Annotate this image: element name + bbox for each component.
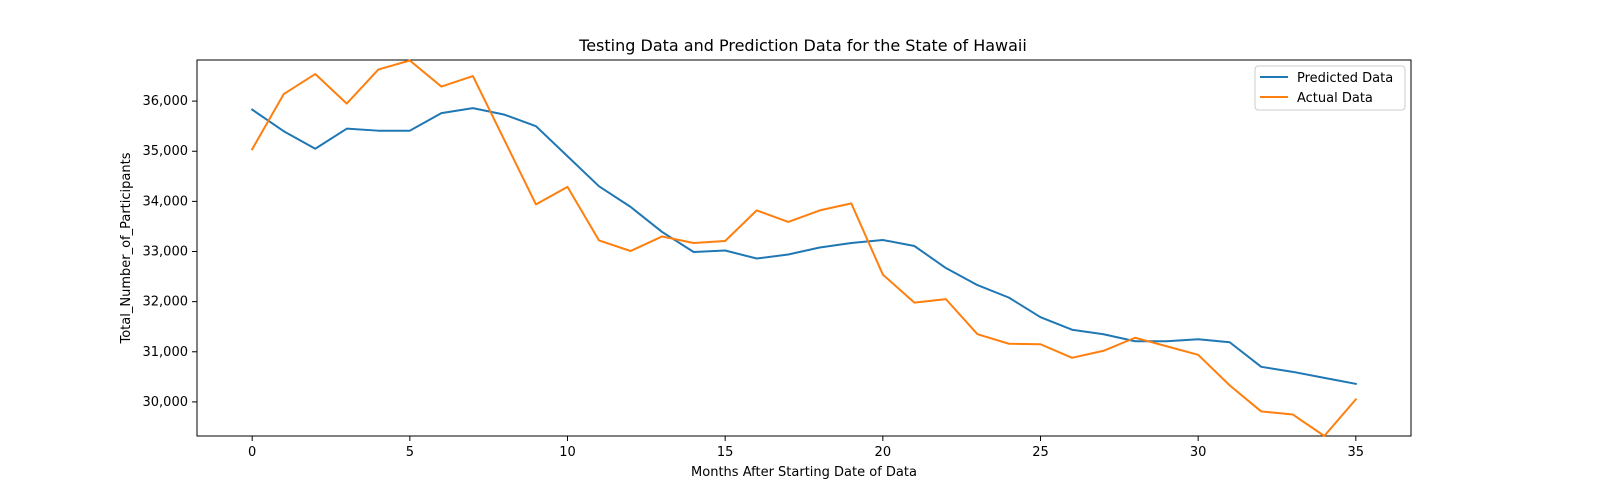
series-line-0 bbox=[250, 107, 1357, 386]
x-tick-label: 5 bbox=[406, 445, 414, 460]
y-tick-label: 36,000 bbox=[143, 94, 189, 109]
y-tick-label: 30,000 bbox=[143, 395, 189, 410]
x-tick-label: 10 bbox=[559, 445, 576, 460]
legend-box bbox=[1254, 65, 1406, 111]
x-axis-ticks: 0 5 10 15 20 25 30 35 bbox=[248, 436, 1364, 460]
x-tick-label: 15 bbox=[717, 445, 734, 460]
title-group: Testing Data and Prediction Data for the… bbox=[578, 36, 1027, 55]
y-tick-label: 34,000 bbox=[143, 194, 189, 209]
x-tick-label: 25 bbox=[1032, 445, 1049, 460]
y-axis-label: Total_Number_of_Participants bbox=[119, 152, 134, 344]
y-tick-label: 32,000 bbox=[143, 295, 189, 310]
legend-label-1: Actual Data bbox=[1297, 91, 1373, 106]
y-tick-label: 31,000 bbox=[143, 345, 189, 360]
x-tick-label: 35 bbox=[1348, 445, 1365, 460]
x-tick-label: 0 bbox=[248, 445, 256, 460]
y-axis-ticks: 30,000 31,000 32,000 33,000 34,000 35,000 36,0… bbox=[143, 94, 197, 410]
x-axis-label: Months After Starting Date of Data bbox=[691, 465, 917, 480]
series-lines bbox=[250, 59, 1358, 437]
x-tick-label: 30 bbox=[1190, 445, 1207, 460]
chart-title: Testing Data and Prediction Data for the… bbox=[578, 36, 1027, 55]
y-tick-label: 35,000 bbox=[143, 144, 189, 159]
legend-label-0: Predicted Data bbox=[1297, 71, 1393, 86]
series-line-1 bbox=[250, 59, 1358, 437]
legend: Predicted Data Actual Data bbox=[1254, 65, 1406, 111]
y-tick-label: 33,000 bbox=[143, 245, 189, 260]
x-tick-label: 20 bbox=[875, 445, 892, 460]
plot-frame bbox=[196, 59, 1412, 437]
